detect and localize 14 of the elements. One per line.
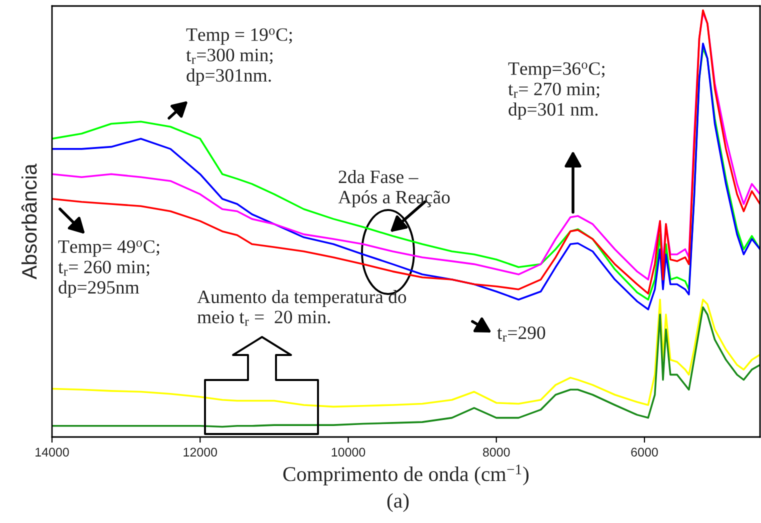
annotation: Aumento da temperatura do meio t$_{r}$ = 20 min. (197, 290, 406, 326)
text: Temp= 49$^{o}$C; t$_{r}$= 260 min; dp=295nm (58, 240, 160, 298)
x-axis-title: Comprimento de onda (cm$^{−1}$) (283, 464, 529, 486)
x-tick-label: 12000 (184, 448, 218, 457)
x-tick-label: 8000 (482, 448, 510, 457)
x-tick-label: 10000 (332, 448, 366, 457)
text: Temp = 19$^{o}$C; t$_{r}$=300 min; dp=301nm. (186, 28, 292, 86)
x-tick-label: 6000 (631, 448, 658, 457)
text: (a) (387, 493, 409, 512)
y-axis-title: Absorbância (21, 164, 37, 280)
text: Temp=36$^{o}$C; t$_{r}$= 270 min; dp=301 nm. (508, 62, 604, 120)
annotation: 2da Fase – Após a Reação (338, 170, 450, 208)
annotation: t$_{r}$=290 (497, 326, 546, 342)
x-tick-label: 14000 (36, 448, 69, 457)
